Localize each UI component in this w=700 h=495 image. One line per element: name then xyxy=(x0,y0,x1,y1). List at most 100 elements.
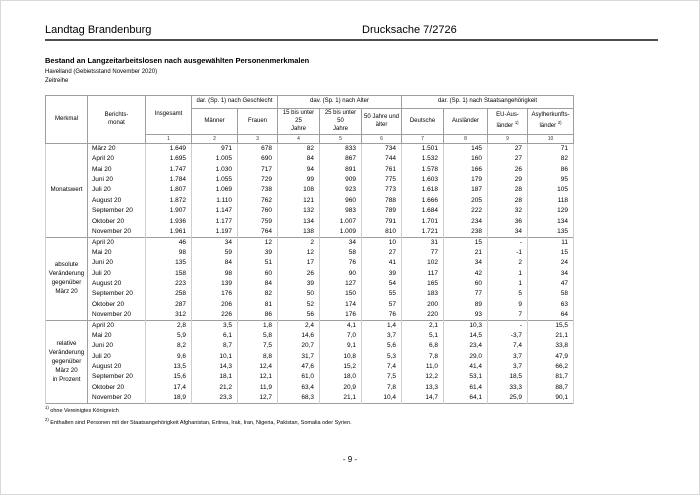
value-cell: 258 xyxy=(145,289,192,300)
value-cell: 21,1 xyxy=(319,393,362,404)
value-cell: 23,3 xyxy=(191,393,238,404)
page-number: - 9 - xyxy=(342,455,358,464)
value-cell: 54 xyxy=(361,278,402,290)
table-row: November 20 312 226 86 56 176 76 220 93 7 64 xyxy=(46,310,574,321)
value-cell: 176 xyxy=(191,289,238,300)
value-cell: 99 xyxy=(277,175,320,186)
month-cell: September 20 xyxy=(87,372,146,383)
table-row: September 20 1.907 1.147 760 132 983 789 1.684 2… xyxy=(46,206,574,217)
header-row-numbers: 1 2 3 4 5 6 7 8 9 10 xyxy=(46,134,574,145)
document-title: Bestand an Langzeitarbeitslosen nach aus… xyxy=(45,56,310,65)
value-cell: 1.069 xyxy=(191,185,238,196)
value-cell: 160 xyxy=(443,154,488,165)
value-cell: 24 xyxy=(527,258,574,269)
value-cell: 81,7 xyxy=(527,372,574,383)
value-cell: 14,7 xyxy=(401,393,444,404)
value-cell: 60 xyxy=(443,278,488,290)
table-row: Juni 20 1.784 1.055 729 99 909 775 1.603 179 29 95 xyxy=(46,175,574,186)
value-cell: 1.177 xyxy=(191,216,238,228)
value-cell: 7,4 xyxy=(361,362,402,373)
value-cell: 23,4 xyxy=(443,341,488,352)
value-cell: 34 xyxy=(191,237,238,248)
value-cell: 3,7 xyxy=(487,362,528,373)
value-cell: 1.666 xyxy=(401,195,444,207)
value-cell: 10,8 xyxy=(319,351,362,363)
value-cell: 34 xyxy=(319,237,362,248)
month-cell: März 20 xyxy=(87,143,146,155)
value-cell: 11,0 xyxy=(401,362,444,373)
value-cell: 29 xyxy=(487,175,528,186)
month-cell: August 20 xyxy=(87,278,146,290)
month-cell: November 20 xyxy=(87,310,146,321)
table-row: August 20 1.872 1.110 762 121 960 788 1.666 205 2… xyxy=(46,195,574,207)
value-cell: 8,7 xyxy=(191,341,238,352)
value-cell: 93 xyxy=(443,310,488,321)
value-cell: 1.747 xyxy=(145,164,192,176)
footnote-marker: 2) xyxy=(45,417,49,423)
month-cell: April 20 xyxy=(87,154,146,165)
value-cell: 129 xyxy=(527,206,574,217)
value-cell: 6,1 xyxy=(191,330,238,342)
value-cell: 135 xyxy=(145,258,192,269)
value-cell: 66,2 xyxy=(527,362,574,373)
value-cell: 13,3 xyxy=(401,382,444,394)
column-number: 7 xyxy=(401,134,444,145)
value-cell: 20,9 xyxy=(319,382,362,394)
value-cell: 90,1 xyxy=(527,393,574,404)
table-row: Oktober 20 1.936 1.177 759 134 1.007 791 1.701 2… xyxy=(46,216,574,228)
column-number: 6 xyxy=(361,134,402,145)
value-cell: 717 xyxy=(237,164,278,176)
value-cell: 63,4 xyxy=(277,382,320,394)
value-cell: 61,4 xyxy=(443,382,488,394)
value-cell: 15 xyxy=(527,247,574,259)
value-cell: 118 xyxy=(527,195,574,207)
column-header-label: 25 bis unter 50 Jahre xyxy=(324,110,357,132)
value-cell: 1,8 xyxy=(237,320,278,331)
value-cell: 81 xyxy=(237,299,278,311)
value-cell: 205 xyxy=(443,195,488,207)
value-cell: 7,4 xyxy=(487,341,528,352)
month-cell: Oktober 20 xyxy=(87,382,146,394)
value-cell: 1.721 xyxy=(401,227,444,238)
value-cell: 12,1 xyxy=(237,372,278,383)
value-cell: 15,6 xyxy=(145,372,192,383)
value-cell: 145 xyxy=(443,143,488,155)
value-cell: 36 xyxy=(487,216,528,228)
column-number: 8 xyxy=(443,134,488,145)
value-cell: 760 xyxy=(237,206,278,217)
value-cell: 1.907 xyxy=(145,206,192,217)
value-cell: 983 xyxy=(319,206,362,217)
value-cell: 7,8 xyxy=(361,382,402,394)
value-cell: 2,1 xyxy=(401,320,444,331)
value-cell: 3,5 xyxy=(191,320,238,331)
value-cell: 10 xyxy=(361,237,402,248)
value-cell: 8,8 xyxy=(237,351,278,363)
value-cell: 121 xyxy=(277,195,320,207)
table-row: relative Veränderung gegenüber März 20 i… xyxy=(45,320,574,404)
column-header-label: Asylherkunfts- länder xyxy=(531,112,570,130)
value-cell: 12,2 xyxy=(401,372,444,383)
month-cell: Juni 20 xyxy=(87,258,146,269)
footnote-ref: 1) xyxy=(514,120,519,126)
value-cell: 1.701 xyxy=(401,216,444,228)
value-cell: 762 xyxy=(237,195,278,207)
value-cell: 165 xyxy=(401,278,444,290)
value-cell: 2,4 xyxy=(277,320,320,331)
table-row: August 20 13,5 14,3 12,4 47,6 15,2 7,4 11,0 41,4… xyxy=(46,362,574,373)
month-cell: November 20 xyxy=(87,227,146,238)
value-cell: 312 xyxy=(145,310,192,321)
column-header-label: Deutsche xyxy=(409,117,436,124)
column-header: 50 Jahre und älter xyxy=(361,107,402,136)
column-header-label: EU-Aus- länder xyxy=(496,112,519,130)
column-header-berichtsmonat: Berichts- monat xyxy=(87,94,146,145)
value-cell: 1.007 xyxy=(319,216,362,228)
value-cell: 2 xyxy=(487,258,528,269)
value-cell: 791 xyxy=(361,216,402,228)
value-cell: 1.009 xyxy=(319,227,362,238)
value-cell: 31,7 xyxy=(277,351,320,363)
value-cell: 158 xyxy=(145,268,192,279)
value-cell: 39 xyxy=(277,278,320,290)
table-row: Oktober 20 287 206 81 52 174 57 200 89 9 63 xyxy=(46,299,574,311)
value-cell: 28 xyxy=(487,195,528,207)
value-cell: 12 xyxy=(237,237,278,248)
